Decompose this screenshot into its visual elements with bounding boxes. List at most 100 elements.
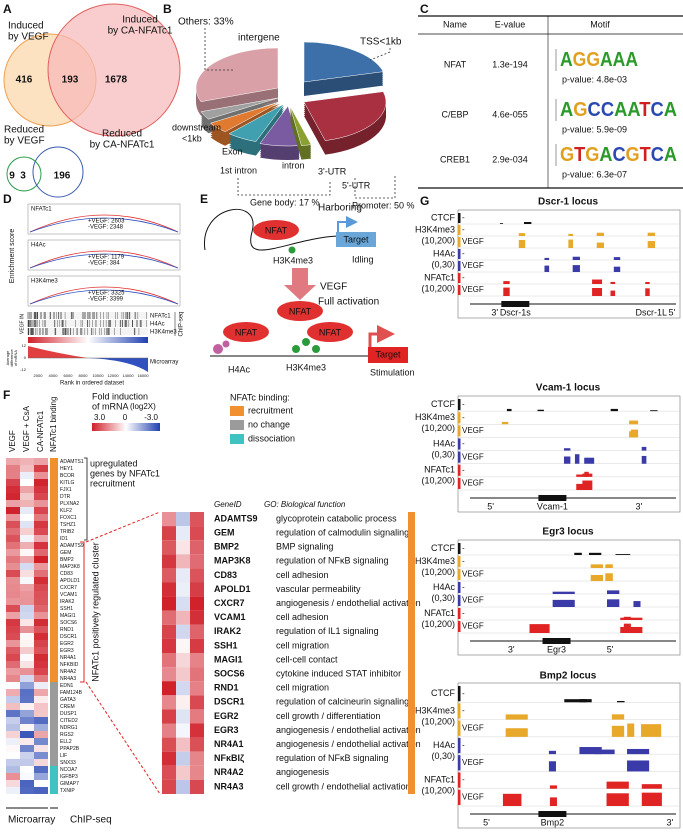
heat-cell (20, 731, 34, 738)
peak (630, 420, 639, 425)
heat-cell (34, 612, 48, 619)
condition-label: VEGF (462, 452, 484, 461)
gene-label: TXNIP (60, 788, 75, 794)
heat-cell (6, 661, 20, 668)
locus-title: Egr3 locus (542, 527, 594, 538)
heat-cell (6, 626, 20, 633)
track-color (458, 451, 461, 463)
heat-cell (20, 724, 34, 731)
pie-slice (209, 101, 281, 133)
peak (503, 281, 510, 284)
track-color (458, 608, 461, 619)
heat-cell (34, 633, 48, 640)
binding-cell (50, 486, 58, 493)
axis-title: of mRNA (13, 350, 18, 367)
pie-slice (303, 41, 384, 83)
venn-label: Reduced (102, 129, 142, 140)
pie-slice (195, 47, 279, 102)
gene-label: BMP2 (60, 557, 74, 563)
track-color (458, 755, 461, 771)
heat-cell (6, 668, 20, 675)
heat-cell (34, 675, 48, 682)
gene-name: 5' (487, 501, 494, 511)
condition-label: - (462, 689, 465, 698)
locus-frame (457, 682, 681, 829)
heat-cell (162, 554, 176, 569)
condition-label: - (462, 775, 465, 784)
nfat-label: NFAT (235, 327, 258, 337)
legend-title: Fold induction (92, 391, 148, 401)
heat-cell (6, 689, 20, 696)
heat-cell (34, 514, 48, 521)
barcode-label: H3K4me3 (150, 330, 177, 336)
peak (629, 420, 634, 425)
track-color (458, 213, 461, 223)
pie-slice (303, 91, 387, 141)
zoom-line (85, 681, 161, 795)
binding-cell (50, 759, 58, 766)
axis-title: Enrichment score (9, 229, 16, 284)
heat-cell (34, 521, 48, 528)
gene-label: GATA3 (60, 697, 76, 703)
gene-name: 3' (636, 501, 643, 511)
binding-cell (50, 591, 58, 598)
heat-cell (20, 675, 34, 682)
gene-name: 5' (483, 817, 490, 827)
track-name: CTCF (431, 543, 455, 553)
go-term: regulation of calmodulin signaling (276, 528, 409, 538)
gene-name: 3' (508, 644, 515, 654)
condition-label: VEGF (462, 723, 484, 732)
gene-name: 3' (666, 817, 673, 827)
heat-cell (20, 556, 34, 563)
heat-cell (20, 479, 34, 486)
peak (592, 279, 603, 284)
heat-cell (34, 773, 48, 780)
gene-label: NR4A1 (60, 655, 76, 661)
peak (552, 591, 575, 594)
axis-title: difference (9, 348, 14, 366)
heat-cell (6, 577, 20, 584)
heat-cell (6, 514, 20, 521)
heat-cell (190, 779, 204, 794)
go-term: cell growth / endothelial activation (276, 781, 411, 791)
track-scale: (0,30) (431, 259, 455, 269)
heat-cell (6, 486, 20, 493)
mark-label: H3K4me3 (286, 362, 326, 372)
binding-bar (408, 512, 415, 794)
heat-cell (34, 507, 48, 514)
track-name: NFATc1 (424, 774, 455, 784)
venn-label: by CA-NFATc1 (90, 140, 155, 151)
column-header: NFATc1 binding (49, 397, 58, 452)
venn-label: Induced (8, 21, 44, 32)
track-color (458, 595, 461, 606)
legend-swatch (230, 434, 244, 444)
heat-cell (176, 779, 190, 794)
venn-count: 3 (20, 171, 26, 182)
heat-cell (6, 640, 20, 647)
heat-cell (34, 542, 48, 549)
binding-cell (50, 500, 58, 507)
es-curve (29, 217, 179, 233)
heat-cell (190, 723, 204, 738)
binding-cell (50, 717, 58, 724)
gene-label: ID1 (60, 536, 68, 542)
track-color (458, 477, 461, 489)
callout-line (354, 175, 396, 199)
rank-bar (28, 337, 148, 343)
condition-label: VEGF (462, 426, 484, 435)
locus-title: Dscr-1 locus (538, 197, 598, 208)
peak (574, 552, 582, 555)
go-term: cytokine induced STAT inhibitor (276, 669, 401, 679)
heat-cell (176, 568, 190, 583)
heat-cell (20, 465, 34, 472)
footer-label: ChIP-seq (70, 815, 112, 826)
heat-cell (34, 486, 48, 493)
track-color (458, 703, 461, 719)
venn-count: 9 (9, 171, 15, 182)
panel-label: G (420, 194, 429, 208)
condition-label: VEGF (462, 596, 484, 605)
target-box (336, 232, 376, 247)
x-tick-label: 4000 (49, 373, 59, 378)
plot-name: NFATc1 (31, 207, 52, 213)
heat-cell (190, 596, 204, 611)
